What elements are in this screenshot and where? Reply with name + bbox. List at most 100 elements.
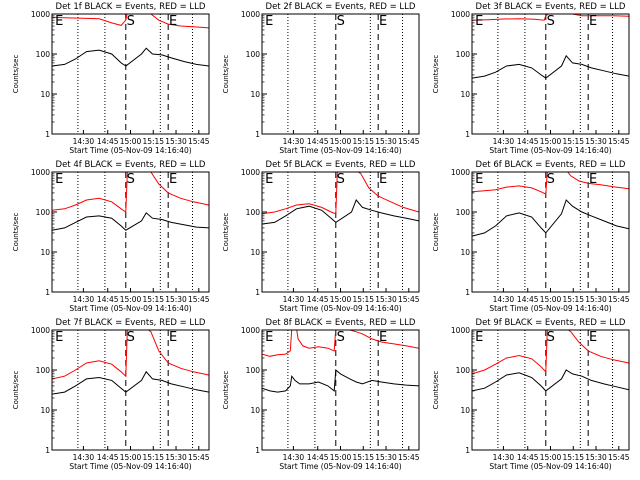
x-tick-label: 15:30 xyxy=(375,295,397,304)
events-series-line xyxy=(262,368,419,393)
y-axis-label: Counts/sec xyxy=(222,213,230,252)
lld-series-line xyxy=(472,14,629,21)
y-tick-label: 10 xyxy=(460,406,470,415)
y-tick-label: 1000 xyxy=(31,168,50,177)
x-tick-label: 15:15 xyxy=(562,453,584,462)
x-tick-label: 14:45 xyxy=(97,295,119,304)
y-axis-label: Counts/sec xyxy=(12,371,20,410)
panel-title: Det 5f BLACK = Events, RED = LLD xyxy=(266,160,416,170)
x-tick-label: 15:00 xyxy=(540,295,562,304)
x-tick-label: 14:45 xyxy=(97,137,119,146)
x-tick-label: 15:45 xyxy=(188,295,210,304)
x-tick-label: 15:00 xyxy=(540,137,562,146)
interval-marker: S xyxy=(547,14,555,29)
x-tick-label: 15:45 xyxy=(398,295,420,304)
y-tick-label: 10 xyxy=(250,406,260,415)
interval-marker: S xyxy=(337,14,345,29)
interval-marker: E xyxy=(265,330,273,345)
x-tick-label: 14:45 xyxy=(517,137,539,146)
plot-frame xyxy=(51,329,210,451)
y-tick-label: 10 xyxy=(250,90,260,99)
x-tick-label: 15:30 xyxy=(375,137,397,146)
interval-marker: E xyxy=(169,172,177,187)
plot-frame xyxy=(51,13,210,135)
y-tick-label: 1 xyxy=(45,130,50,139)
interval-marker: E xyxy=(55,330,63,345)
y-tick-label: 10 xyxy=(40,90,50,99)
y-tick-label: 100 xyxy=(246,208,261,217)
y-tick-label: 100 xyxy=(456,366,471,375)
panel-title: Det 1f BLACK = Events, RED = LLD xyxy=(56,2,206,12)
x-tick-label: 15:30 xyxy=(165,453,187,462)
x-tick-label: 14:30 xyxy=(73,295,95,304)
events-series-line xyxy=(472,369,629,392)
x-axis-label: Start Time (05-Nov-09 14:16:40) xyxy=(279,304,401,313)
interval-marker: S xyxy=(337,172,345,187)
interval-marker: E xyxy=(589,14,597,29)
interval-marker: E xyxy=(265,14,273,29)
detector-panel-6: Det 6f BLACK = Events, RED = LLD 1 10 100 10… xyxy=(432,160,630,313)
events-series-line xyxy=(472,54,629,79)
x-tick-label: 14:30 xyxy=(283,137,305,146)
x-axis-label: Start Time (05-Nov-09 14:16:40) xyxy=(279,146,401,155)
lld-series-line xyxy=(262,330,419,357)
y-tick-label: 100 xyxy=(246,50,261,59)
x-tick-label: 14:45 xyxy=(307,137,329,146)
detector-panel-3: Det 3f BLACK = Events, RED = LLD 1 10 100 10… xyxy=(432,2,630,155)
events-series-line xyxy=(52,370,209,395)
interval-marker: S xyxy=(547,330,555,345)
x-axis-label: Start Time (05-Nov-09 14:16:40) xyxy=(489,146,611,155)
y-axis-label: Counts/sec xyxy=(12,55,20,94)
x-axis-label: Start Time (05-Nov-09 14:16:40) xyxy=(69,304,191,313)
detector-panel-7: Det 7f BLACK = Events, RED = LLD 1 10 100 10… xyxy=(12,318,210,471)
detector-panel-2: Det 2f BLACK = Events, RED = LLD 1 10 100 10… xyxy=(222,2,420,155)
plot-frame xyxy=(261,13,420,135)
x-tick-label: 15:15 xyxy=(142,453,164,462)
panel-title: Det 3f BLACK = Events, RED = LLD xyxy=(476,2,626,12)
y-tick-label: 1000 xyxy=(241,10,260,19)
y-tick-label: 1000 xyxy=(451,168,470,177)
plot-frame xyxy=(261,171,420,293)
x-axis-label: Start Time (05-Nov-09 14:16:40) xyxy=(69,146,191,155)
events-series-line xyxy=(52,212,209,231)
x-tick-label: 15:15 xyxy=(352,295,374,304)
x-axis-label: Start Time (05-Nov-09 14:16:40) xyxy=(279,462,401,471)
lld-series-line xyxy=(262,172,419,215)
interval-marker: S xyxy=(127,172,135,187)
lld-series-line xyxy=(472,330,629,375)
x-tick-label: 15:00 xyxy=(330,137,352,146)
panel-title: Det 6f BLACK = Events, RED = LLD xyxy=(476,160,626,170)
y-tick-label: 1 xyxy=(45,446,50,455)
panel-title: Det 8f BLACK = Events, RED = LLD xyxy=(266,318,416,328)
x-tick-label: 15:00 xyxy=(120,453,142,462)
y-axis-label: Counts/sec xyxy=(222,371,230,410)
y-tick-label: 1 xyxy=(45,288,50,297)
x-tick-label: 15:15 xyxy=(142,137,164,146)
y-tick-label: 1000 xyxy=(451,326,470,335)
x-tick-label: 15:30 xyxy=(165,137,187,146)
interval-marker: E xyxy=(55,14,63,29)
y-tick-label: 1000 xyxy=(31,10,50,19)
x-tick-label: 15:45 xyxy=(608,453,630,462)
panel-title: Det 7f BLACK = Events, RED = LLD xyxy=(56,318,206,328)
lld-series-line xyxy=(472,172,629,195)
x-tick-label: 15:30 xyxy=(585,137,607,146)
interval-marker: E xyxy=(589,172,597,187)
x-tick-label: 15:30 xyxy=(585,453,607,462)
y-tick-label: 100 xyxy=(456,50,471,59)
y-tick-label: 1000 xyxy=(241,168,260,177)
x-tick-label: 14:30 xyxy=(283,295,305,304)
events-series-line xyxy=(472,199,629,237)
y-axis-label: Counts/sec xyxy=(432,55,440,94)
interval-marker: E xyxy=(169,14,177,29)
interval-marker: E xyxy=(169,330,177,345)
lld-series-line xyxy=(52,14,209,29)
events-series-line xyxy=(262,199,419,225)
detector-panel-4: Det 4f BLACK = Events, RED = LLD 1 10 100 10… xyxy=(12,160,210,313)
x-tick-label: 15:00 xyxy=(540,453,562,462)
plot-frame xyxy=(51,171,210,293)
x-tick-label: 15:30 xyxy=(375,453,397,462)
x-tick-label: 15:30 xyxy=(165,295,187,304)
y-tick-label: 1000 xyxy=(31,326,50,335)
y-tick-label: 10 xyxy=(460,90,470,99)
